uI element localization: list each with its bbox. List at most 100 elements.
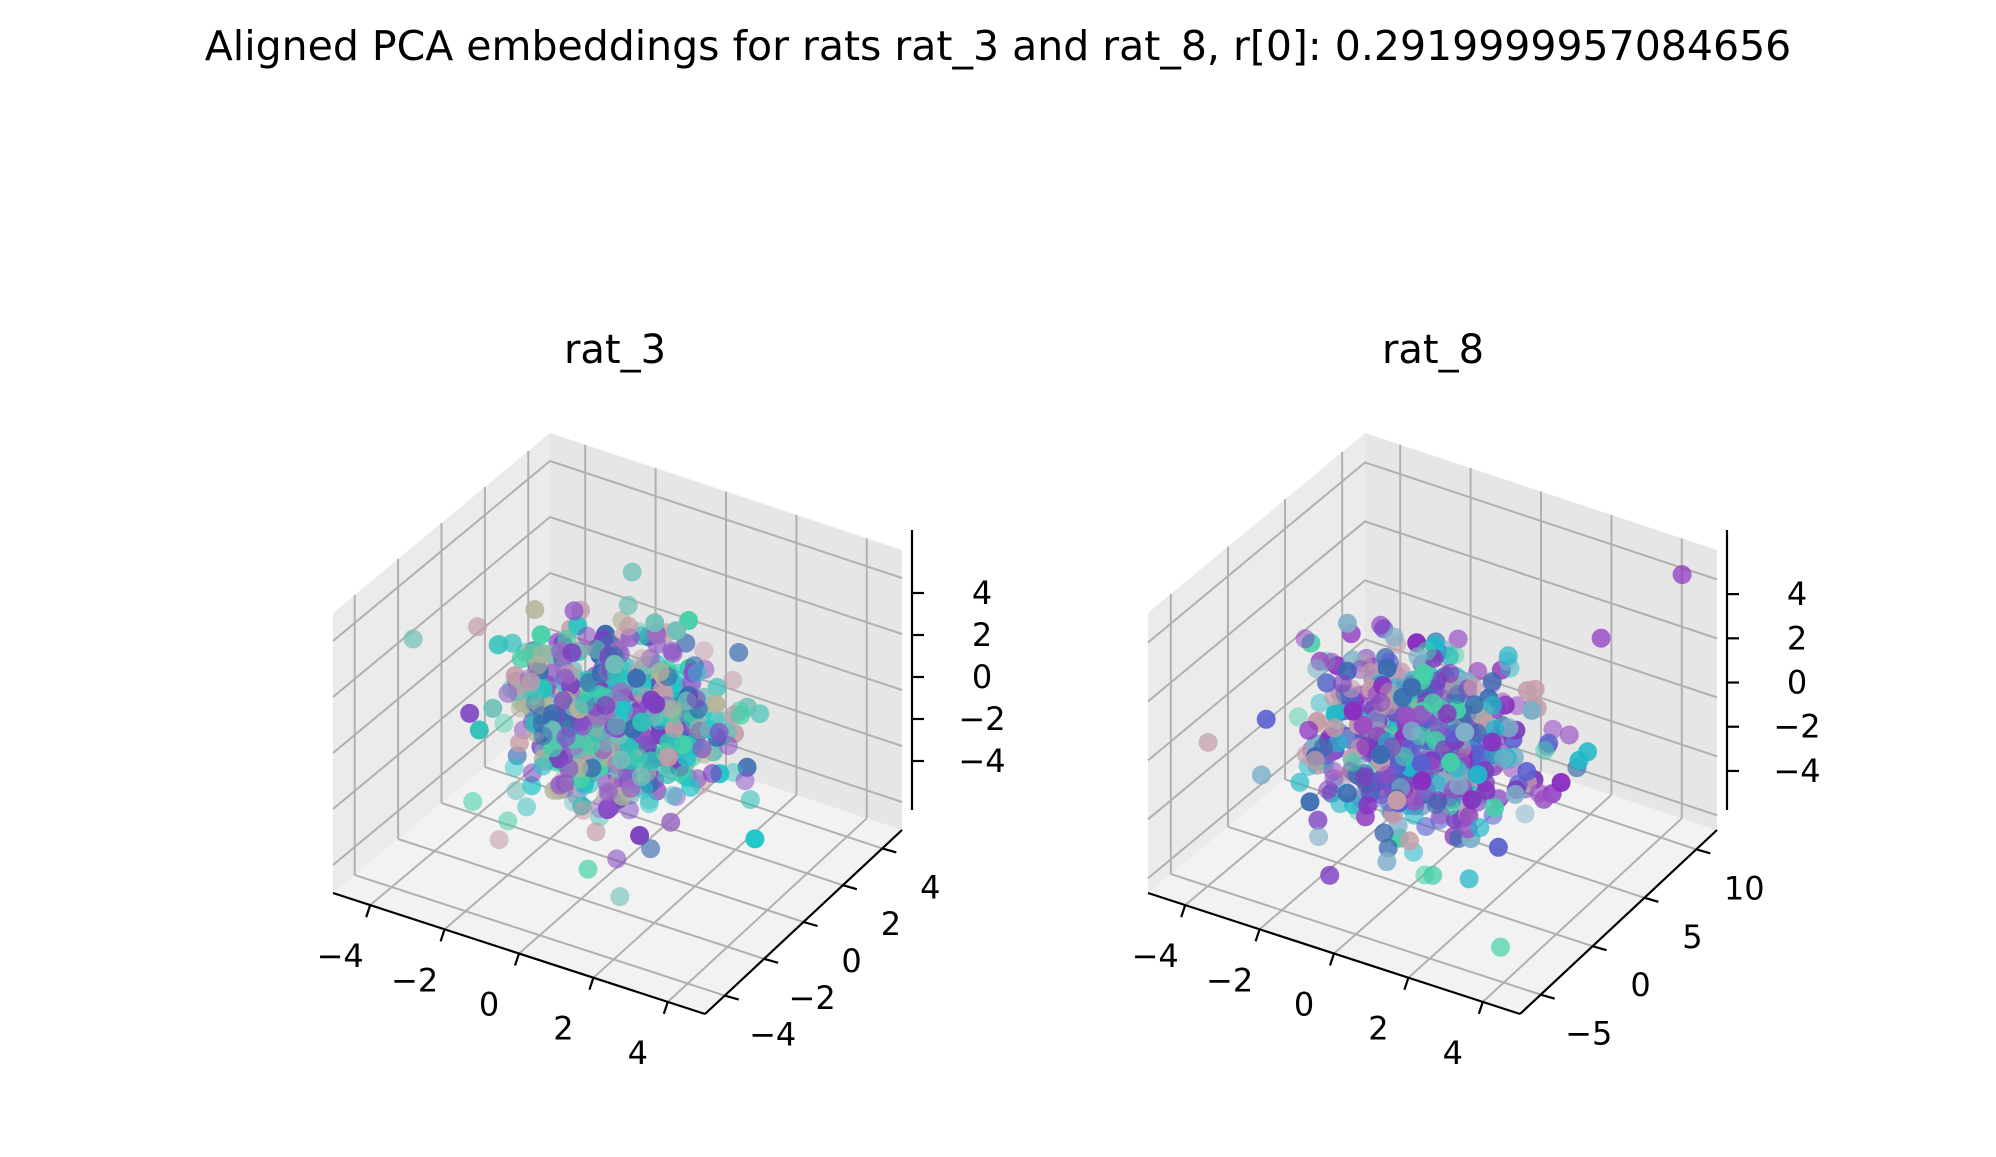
data-point: [1377, 765, 1397, 785]
data-point: [1412, 771, 1432, 791]
grid-line-z: [332, 627, 903, 810]
data-point: [1411, 705, 1431, 725]
data-point: [735, 771, 755, 791]
data-point: [469, 720, 489, 740]
y-tick: [1540, 993, 1556, 1000]
x-tick: [662, 1001, 669, 1015]
data-point-outlier: [1491, 937, 1510, 957]
data-point: [641, 648, 661, 668]
data-point: [506, 781, 526, 801]
data-point: [573, 716, 593, 736]
y-tick: [881, 847, 897, 854]
y-tick: [1592, 945, 1607, 952]
x-tick: [513, 953, 521, 966]
data-point: [1507, 696, 1527, 716]
grid-line-z: [1147, 520, 1718, 703]
data-point: [1322, 652, 1342, 672]
data-point: [1408, 647, 1428, 667]
data-point: [599, 782, 618, 802]
data-point: [489, 830, 509, 850]
data-point-outlier: [1672, 565, 1692, 585]
data-point: [686, 689, 706, 709]
x-tick: [1328, 953, 1336, 966]
data-point: [1397, 706, 1417, 726]
data-point: [1488, 837, 1508, 857]
data-point: [533, 706, 552, 726]
grid-line-y: [397, 838, 765, 960]
x-tick: [439, 928, 446, 942]
data-point: [1464, 695, 1484, 715]
data-point: [1515, 804, 1535, 824]
data-point: [1356, 648, 1376, 668]
data-point: [641, 839, 661, 859]
data-point: [564, 601, 584, 621]
data-point: [1332, 673, 1352, 693]
data-point: [1402, 721, 1422, 741]
data-point: [504, 758, 524, 777]
data-point: [666, 621, 686, 641]
data-point: [1476, 780, 1496, 800]
data-point: [1320, 865, 1340, 885]
z-tick-label: 0: [972, 658, 992, 696]
x-tick-label: 0: [479, 986, 499, 1024]
grid-line-z: [332, 459, 903, 642]
data-point: [1317, 673, 1337, 693]
data-point: [463, 792, 483, 811]
data-point: [586, 822, 606, 842]
data-point: [1324, 769, 1344, 788]
data-point: [559, 759, 579, 779]
data-point: [1393, 687, 1412, 707]
data-point: [517, 797, 536, 817]
data-point: [521, 672, 541, 692]
data-point: [1517, 681, 1537, 700]
y-tick-label: 0: [841, 942, 861, 980]
data-point: [611, 682, 631, 702]
z-tick-label: −4: [958, 742, 1005, 780]
data-point: [1251, 765, 1271, 785]
pane-left-wall: [1148, 433, 1365, 893]
data-point: [723, 670, 743, 690]
z-tick-label: 2: [1787, 619, 1807, 657]
data-point: [619, 616, 639, 636]
x-tick: [588, 977, 595, 991]
data-point: [1308, 810, 1328, 830]
data-point: [1569, 750, 1589, 770]
data-point: [1439, 646, 1459, 666]
grid-line-x: [1482, 817, 1683, 1003]
scatter-points: [403, 562, 770, 907]
z-tick-label: −2: [1773, 708, 1820, 746]
data-point-outlier: [729, 643, 749, 662]
data-point: [694, 641, 714, 661]
data-point: [1343, 701, 1363, 721]
data-point: [1411, 753, 1431, 773]
data-point: [1448, 684, 1468, 704]
data-point: [639, 794, 659, 814]
data-point: [1499, 718, 1519, 738]
y-tick-label: 10: [1724, 869, 1765, 907]
data-point: [666, 787, 686, 807]
data-point: [577, 626, 597, 646]
data-point: [622, 562, 642, 582]
data-point: [610, 887, 630, 907]
data-point: [1426, 774, 1446, 794]
data-point: [672, 735, 692, 755]
data-point: [1551, 773, 1571, 792]
data-point: [1404, 805, 1424, 825]
data-point: [1256, 709, 1276, 729]
data-point: [632, 649, 652, 669]
data-point: [498, 683, 518, 703]
data-point: [681, 777, 701, 797]
data-point: [1324, 718, 1344, 738]
data-point: [658, 765, 678, 785]
z-tick-label: 4: [972, 574, 992, 612]
data-point: [1416, 817, 1436, 836]
data-point: [494, 713, 514, 733]
data-point: [645, 613, 665, 633]
data-point: [555, 773, 575, 793]
data-point-outlier: [1591, 628, 1611, 648]
grid-line-y: [1227, 825, 1593, 948]
data-point: [1423, 693, 1443, 713]
